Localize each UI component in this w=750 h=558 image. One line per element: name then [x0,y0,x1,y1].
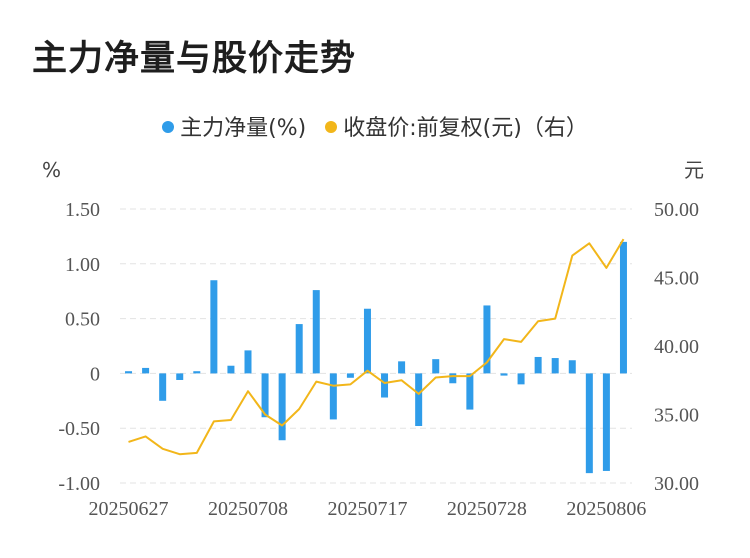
net-volume-bar [125,371,133,374]
net-volume-bar [551,358,559,374]
bar-layer [125,241,627,474]
net-volume-bar [176,373,184,380]
x-tick-label: 20250708 [208,498,288,520]
net-volume-bar [312,290,320,374]
net-volume-bar [517,373,525,385]
net-volume-bar [363,308,371,374]
net-volume-bar [329,373,337,420]
x-tick-label: 20250717 [327,498,407,520]
net-volume-bar [227,365,235,374]
grid-layer [120,208,632,484]
x-tick-label: 20250806 [566,498,646,520]
net-volume-bar [159,373,167,401]
net-volume-bar [244,350,252,374]
right-axis-unit: 元 [684,158,704,182]
x-tick-label: 20250728 [447,498,527,520]
chart-title: 主力净量与股价走势 [32,39,357,79]
line-layer [128,238,625,456]
net-volume-bar [432,359,440,374]
legend-bar-marker [162,121,175,133]
legend-line-marker [325,121,338,133]
legend-label-net-volume: 主力净量(%) [180,116,307,141]
net-volume-bar [534,356,542,374]
net-volume-bar [619,241,627,374]
left-axis-unit: % [42,158,61,182]
net-volume-bar [415,373,423,427]
left-tick-label: -1.00 [58,473,100,495]
net-volume-bar [449,373,457,384]
net-volume-bar [278,373,286,441]
close-price-line [128,238,625,456]
net-volume-bar [210,280,218,374]
net-volume-bar [585,373,593,474]
left-tick-label: -0.50 [58,418,100,440]
net-volume-bar [398,361,406,374]
right-tick-label: 40.00 [654,336,699,358]
net-volume-bar [346,373,354,378]
net-volume-bar [466,373,474,410]
right-tick-label: 50.00 [654,199,699,221]
left-tick-label: 1.00 [65,254,100,276]
axis-layer: 1.50 1.00 0.50 0 -0.50 -1.00 50.00 45.00 40.00 35… [42,158,704,520]
right-tick-label: 45.00 [654,268,699,290]
x-tick-label: 20250627 [89,498,169,520]
net-volume-bar [142,367,150,374]
right-tick-label: 35.00 [654,405,699,427]
left-tick-label: 0.50 [65,309,100,331]
net-volume-bar [568,360,576,374]
left-tick-label: 1.50 [65,199,100,221]
net-volume-bar [381,373,389,398]
legend: 主力净量(%) 收盘价:前复权(元)（右） [0,110,750,142]
net-volume-bar [500,373,508,376]
legend-item-net-volume[interactable]: 主力净量(%) [162,110,306,142]
legend-label-close-price: 收盘价:前复权(元)（右） [343,116,588,141]
legend-item-close-price[interactable]: 收盘价:前复权(元)（右） [325,110,588,142]
net-volume-bar [193,371,201,374]
left-tick-label: 0 [90,363,100,385]
net-volume-bar [261,373,269,418]
net-volume-bar [483,305,491,374]
net-volume-bar [295,324,303,374]
right-tick-label: 30.00 [654,473,699,495]
net-volume-bar [602,373,610,471]
